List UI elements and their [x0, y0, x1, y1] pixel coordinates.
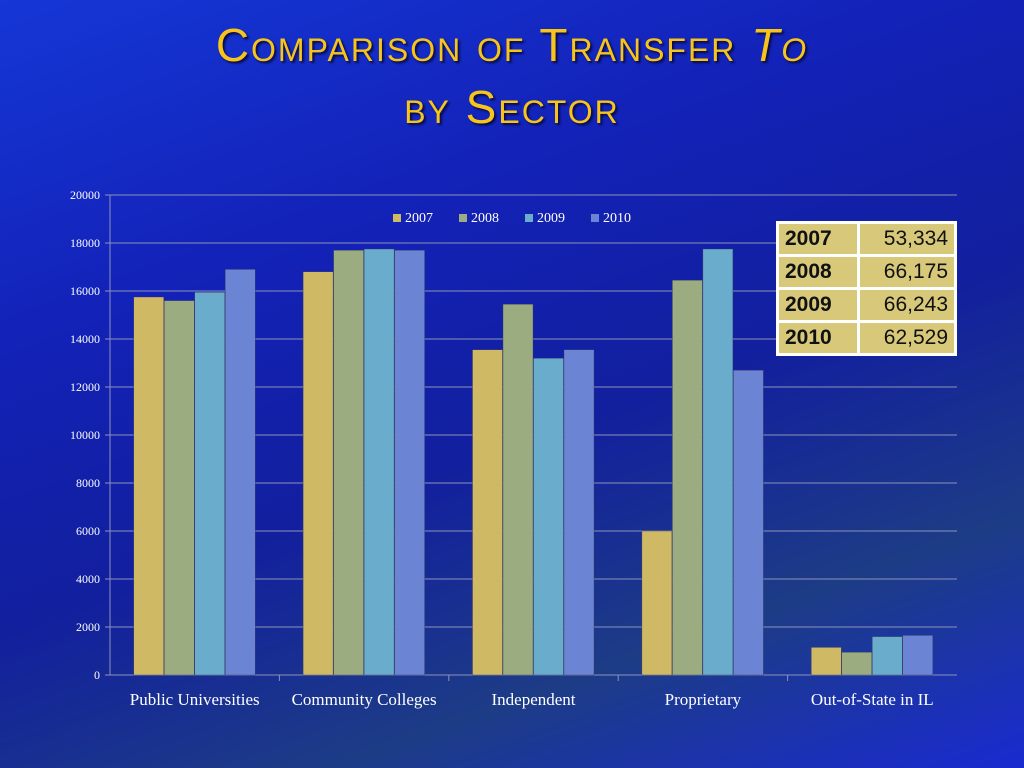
bar	[811, 647, 842, 676]
bar	[133, 296, 164, 676]
slide-title-line-2: by Sector	[404, 81, 620, 133]
bar	[302, 271, 334, 676]
legend-entry: 2009	[537, 211, 565, 226]
bar	[733, 370, 764, 676]
bar	[194, 292, 225, 676]
x-tick-label: Community Colleges	[292, 690, 437, 709]
table-cell-total: 62,529	[857, 320, 957, 356]
x-tick-label: Public Universities	[130, 690, 260, 709]
slide-title-line-1: Comparison of Transfer To	[0, 14, 1024, 76]
y-tick-label: 14000	[70, 332, 100, 346]
y-tick-label: 12000	[70, 380, 100, 394]
y-tick-label: 10000	[70, 428, 100, 442]
y-tick-label: 16000	[70, 284, 100, 298]
table-row: 2007 53,334	[776, 221, 957, 257]
legend-swatch	[459, 214, 467, 222]
bar	[394, 249, 425, 676]
slide-title-text-italic: To	[751, 19, 809, 71]
table-cell-year: 2008	[776, 254, 860, 290]
slide-title-text-1: Comparison of Transfer	[215, 19, 752, 71]
totals-table: 2007 53,334 2008 66,175 2009 66,243 2010…	[776, 221, 957, 356]
table-cell-year: 2009	[776, 287, 860, 323]
x-tick-label: Out-of-State in IL	[811, 690, 934, 709]
table-cell-year: 2007	[776, 221, 860, 257]
bar	[472, 349, 503, 676]
bar	[563, 349, 595, 676]
table-cell-total: 66,243	[857, 287, 957, 323]
bar	[841, 652, 872, 676]
y-tick-label: 0	[94, 668, 100, 682]
table-cell-total: 66,175	[857, 254, 957, 290]
legend-swatch	[591, 214, 599, 222]
bar	[702, 248, 734, 676]
legend-entry: 2007	[405, 211, 433, 226]
legend-entry: 2010	[603, 211, 631, 226]
table-cell-total: 53,334	[857, 221, 957, 257]
x-tick-label: Independent	[491, 690, 575, 709]
bar	[902, 635, 933, 676]
table-cell-year: 2010	[776, 320, 860, 356]
bar	[502, 304, 534, 676]
bar	[872, 636, 903, 676]
y-tick-label: 4000	[76, 572, 100, 586]
bar	[533, 358, 564, 676]
slide-title: Comparison of Transfer To by Sector	[0, 14, 1024, 138]
legend-swatch	[525, 214, 533, 222]
legend-swatch	[393, 214, 401, 222]
bar	[224, 269, 256, 676]
bar	[333, 249, 364, 676]
bar	[163, 300, 195, 676]
y-tick-label: 2000	[76, 620, 100, 634]
y-tick-label: 8000	[76, 476, 100, 490]
y-tick-label: 6000	[76, 524, 100, 538]
bar	[672, 280, 703, 676]
bar	[641, 530, 673, 676]
x-tick-label: Proprietary	[665, 690, 742, 709]
table-row: 2010 62,529	[776, 320, 957, 356]
table-row: 2008 66,175	[776, 254, 957, 290]
y-tick-label: 18000	[70, 236, 100, 250]
table-row: 2009 66,243	[776, 287, 957, 323]
y-tick-label: 20000	[70, 188, 100, 202]
bar	[363, 248, 395, 676]
legend-entry: 2008	[471, 211, 499, 226]
